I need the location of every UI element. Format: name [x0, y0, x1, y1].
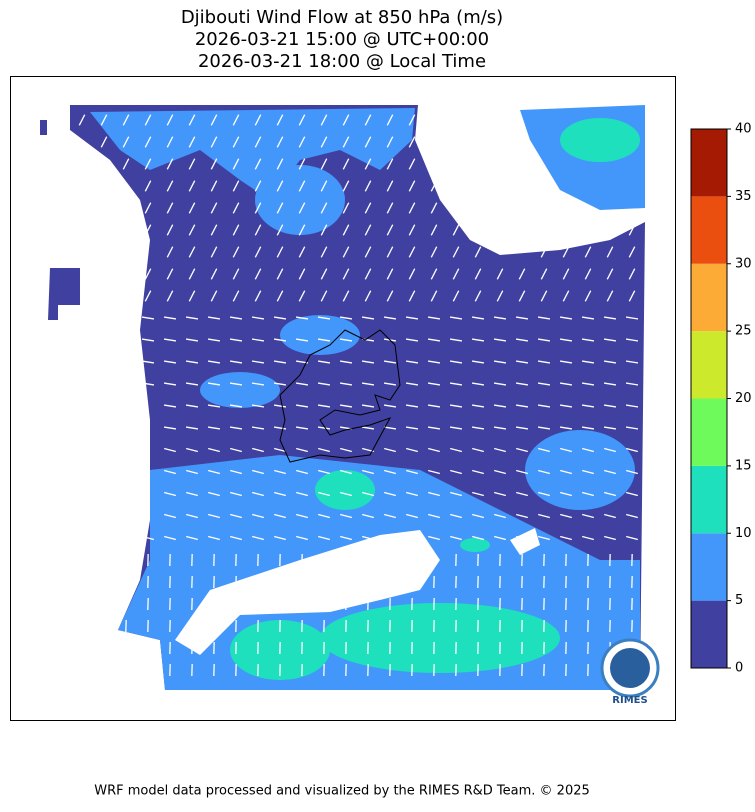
logo-text: RIMES: [612, 695, 647, 706]
colorbar-segment: [691, 533, 727, 600]
wind-field: [255, 165, 345, 235]
logo: [610, 648, 650, 688]
wind-field: [315, 470, 375, 510]
colorbar-tick-label: 10: [735, 526, 752, 541]
colorbar-tick-label: 15: [735, 458, 752, 473]
colorbar-tick-label: 30: [735, 256, 752, 271]
footer: WRF model data processed and visualized …: [94, 784, 590, 799]
wind-field: [40, 120, 47, 135]
colorbar-tick-label: 25: [735, 324, 752, 339]
colorbar-segment: [691, 129, 727, 196]
colorbar-tick-label: 20: [735, 391, 752, 406]
wind-field: [320, 603, 560, 673]
colorbar-tick-label: 5: [735, 593, 743, 608]
title-line: 2026-03-21 18:00 @ Local Time: [198, 51, 486, 72]
wind-field: [525, 430, 635, 510]
colorbar-segment: [691, 264, 727, 331]
colorbar-tick-label: 40: [735, 122, 752, 137]
colorbar-segment: [691, 399, 727, 466]
colorbar-tick-label: 35: [735, 189, 752, 204]
colorbar-segment: [691, 601, 727, 668]
map: RIMES: [40, 105, 658, 706]
wind-field: [200, 372, 280, 408]
colorbar: 0 5 10 15 20 25 30 35 40: [691, 122, 752, 676]
title-line: 2026-03-21 15:00 @ UTC+00:00: [195, 29, 489, 50]
title-line: Djibouti Wind Flow at 850 hPa (m/s): [181, 7, 503, 28]
wind-field: [48, 268, 80, 320]
wind-field: [560, 118, 640, 162]
wind-field: [280, 315, 360, 355]
colorbar-segment: [691, 331, 727, 398]
colorbar-segment: [691, 466, 727, 533]
wind-field: [460, 538, 490, 552]
colorbar-segment: [691, 196, 727, 263]
colorbar-tick-label: 0: [735, 661, 743, 676]
